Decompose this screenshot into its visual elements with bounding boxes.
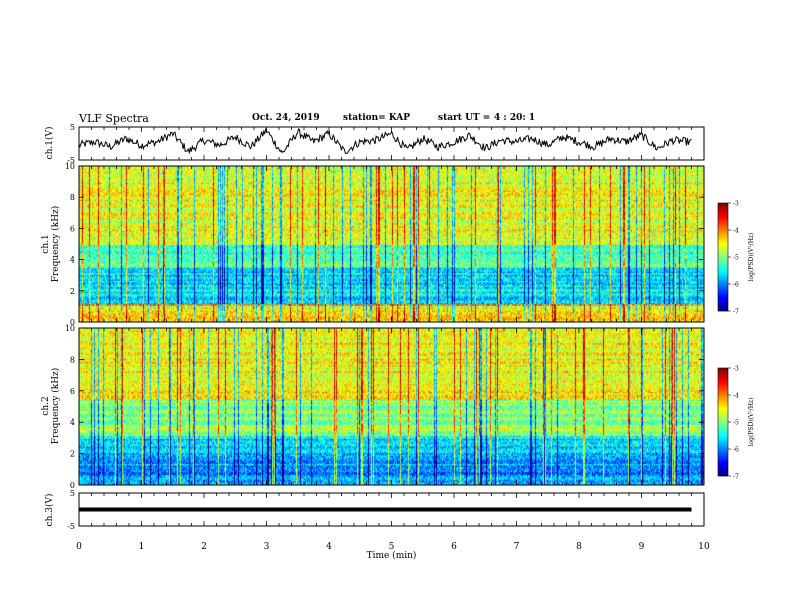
ch1-colorbar-tick-label: -5 <box>733 255 739 262</box>
ch2-spectrogram-ytick-label: 0 <box>70 481 75 490</box>
time-tick-label: 7 <box>514 542 520 552</box>
ch1-spectrogram-image <box>79 166 704 322</box>
ch1-colorbar-tick-label: -6 <box>733 282 739 289</box>
time-tick-label: 5 <box>389 542 395 552</box>
ch2-colorbar-tick-label: -4 <box>733 393 739 400</box>
ch1-spectrogram-ytick-label: 8 <box>70 193 75 202</box>
time-axis-label: Time (min) <box>367 550 417 561</box>
time-tick-label: 4 <box>326 542 332 552</box>
time-axis: 0 1 2 3 4 5 6 7 8 9 10 Time (min) <box>76 542 710 561</box>
ch2-spectrogram-ytick-label: 6 <box>70 387 75 396</box>
ch2-colorbar-tick-label: -5 <box>733 420 739 427</box>
ch2-spectrogram-ylabel: ch.2 <box>41 396 51 415</box>
ch1-waveform-ytick-label: 5 <box>70 123 75 132</box>
ch1-spectrogram-ytick-label: 6 <box>70 224 75 233</box>
ch2-colorbar-label: log(PSD)(V²/Hz) <box>748 398 755 447</box>
ch2-spectrogram-ylabel-units: Frequency (kHz) <box>50 368 61 445</box>
y-axis-labels: ch.1(V)ch.1 Frequency (kHz)ch.2 Frequency … <box>41 127 61 527</box>
figure-title: VLF Spectra <box>79 112 149 125</box>
ch2-spectrogram-ytick-label: 10 <box>65 324 75 333</box>
start-ut-value: 4 : 20: 1 <box>494 113 536 123</box>
ch2-spectrogram-panel: 0 2 4 6 8 10 <box>65 324 705 490</box>
ch1-spectrogram-ytick-label: 2 <box>70 287 75 296</box>
time-tick-label: 1 <box>139 542 145 552</box>
ch1-colorbar-tick-label: -4 <box>733 228 739 235</box>
ch1-colorbar-label: log(PSD)(V²/Hz) <box>748 233 755 282</box>
ch1-spectrogram-ytick-label: 0 <box>70 318 75 327</box>
time-tick-label: 6 <box>451 542 457 552</box>
ch1-spectrogram-ytick-label: 4 <box>70 256 75 265</box>
ch2-spectrogram-ytick-label: 4 <box>70 418 75 427</box>
ch1-waveform-ylabel: ch.1(V) <box>44 127 55 160</box>
ch1-colorbar-tick-label: -7 <box>733 309 739 316</box>
ch1-colorbar-tick-label: -3 <box>733 201 739 208</box>
ch3-waveform-ytick-label: 5 <box>70 489 75 498</box>
time-tick-label: 0 <box>76 542 82 552</box>
time-tick-label: 8 <box>576 542 582 552</box>
ch3-waveform-panel: 5 -5 <box>67 489 705 531</box>
ch2-spectrogram-ytick-label: 2 <box>70 450 75 459</box>
time-tick-label: 10 <box>698 542 710 552</box>
ch2-spectrogram-ytick-label: 8 <box>70 355 75 364</box>
start-ut-label: start UT = <box>438 113 491 123</box>
ch2-colorbar-tick-label: -6 <box>733 447 739 454</box>
ch1-spectrogram-ytick-label: 10 <box>65 162 75 171</box>
ch2-colorbar-tick-label: -7 <box>733 474 739 481</box>
ch1-spectrogram-panel: 0 2 4 6 8 10 <box>65 162 705 327</box>
ch3-waveform-ylabel: ch.3(V) <box>44 494 55 527</box>
ch3-waveform-ytick-label: -5 <box>67 522 75 531</box>
ch1-waveform-ytick-label: -5 <box>67 156 75 165</box>
ch2-spectrogram-image <box>79 328 704 485</box>
colorbars: -3 -4 -5 -6 -7 log(PSD)(V²/Hz) -3 -4 -5 -6 -7 log(P… <box>717 201 755 481</box>
time-tick-label: 3 <box>264 542 270 552</box>
station-label: station= KAP <box>343 113 411 123</box>
ch1-waveform-panel: 5 -5 <box>67 123 705 165</box>
time-tick-label: 9 <box>639 542 645 552</box>
ch1-spectrogram-ylabel-units: Frequency (kHz) <box>50 206 61 283</box>
ch2-colorbar-tick-label: -3 <box>733 366 739 373</box>
ch1-spectrogram-ylabel: ch.1 <box>41 234 51 253</box>
date-label: Oct. 24, 2019 <box>252 113 320 123</box>
ch1-waveform-trace <box>78 128 692 155</box>
time-tick-label: 2 <box>201 542 207 552</box>
